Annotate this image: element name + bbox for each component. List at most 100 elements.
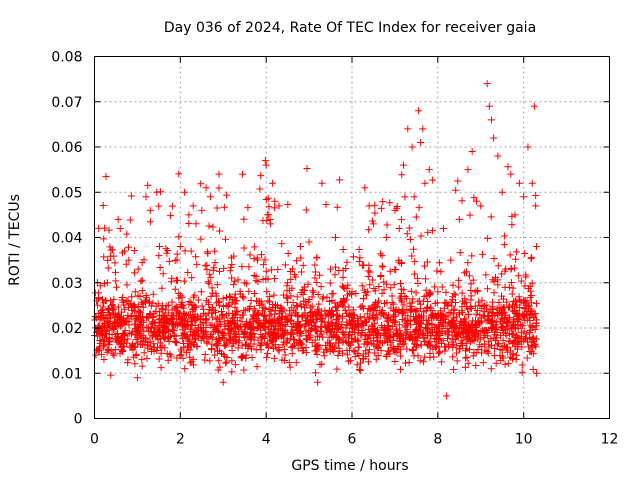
data-point bbox=[410, 270, 418, 278]
data-point bbox=[227, 263, 235, 271]
data-point bbox=[530, 338, 538, 346]
data-point bbox=[371, 209, 379, 217]
data-point bbox=[264, 275, 272, 283]
data-point bbox=[521, 282, 529, 290]
data-point bbox=[519, 313, 527, 321]
data-point bbox=[390, 300, 398, 308]
data-point bbox=[256, 342, 264, 350]
data-point bbox=[287, 343, 295, 351]
data-point bbox=[281, 261, 289, 269]
data-point bbox=[118, 296, 126, 304]
data-point bbox=[274, 317, 282, 325]
data-point bbox=[220, 330, 228, 338]
data-point bbox=[192, 220, 200, 228]
data-point bbox=[344, 281, 352, 289]
y-tick-label: 0.01 bbox=[51, 366, 82, 382]
data-point bbox=[288, 311, 296, 319]
data-point bbox=[356, 359, 364, 367]
data-point bbox=[333, 316, 341, 324]
data-point bbox=[358, 328, 366, 336]
data-point bbox=[351, 317, 359, 325]
data-point bbox=[522, 271, 530, 279]
data-point bbox=[200, 334, 208, 342]
data-point bbox=[104, 256, 112, 264]
data-point bbox=[234, 344, 242, 352]
data-point bbox=[331, 271, 339, 279]
data-point bbox=[309, 287, 317, 295]
data-point bbox=[167, 278, 175, 286]
data-point bbox=[361, 184, 369, 192]
data-point bbox=[131, 304, 139, 312]
data-point bbox=[514, 334, 522, 342]
data-point bbox=[245, 287, 253, 295]
data-point bbox=[360, 322, 368, 330]
data-point bbox=[515, 316, 523, 324]
data-point bbox=[250, 326, 258, 334]
data-point bbox=[126, 300, 134, 308]
data-point bbox=[532, 192, 540, 200]
data-point bbox=[112, 277, 120, 285]
data-point bbox=[505, 302, 513, 310]
data-point bbox=[129, 340, 137, 348]
data-point bbox=[271, 310, 279, 318]
data-point bbox=[141, 297, 149, 305]
data-point bbox=[124, 311, 132, 319]
data-point bbox=[494, 281, 502, 289]
data-point bbox=[483, 80, 491, 88]
data-point bbox=[497, 357, 505, 365]
data-point bbox=[206, 193, 214, 201]
data-point bbox=[136, 315, 144, 323]
data-point bbox=[109, 301, 117, 309]
data-point bbox=[219, 295, 227, 303]
data-point bbox=[407, 305, 415, 313]
data-point bbox=[382, 334, 390, 342]
data-point bbox=[485, 338, 493, 346]
data-point bbox=[313, 253, 321, 261]
data-point bbox=[477, 202, 485, 210]
data-point bbox=[518, 368, 526, 376]
data-point bbox=[288, 284, 296, 292]
data-point bbox=[472, 310, 480, 318]
data-point bbox=[244, 305, 252, 313]
data-point bbox=[352, 290, 360, 298]
data-point bbox=[294, 318, 302, 326]
data-point bbox=[483, 301, 491, 309]
data-point bbox=[336, 176, 344, 184]
data-point bbox=[445, 308, 453, 316]
data-point bbox=[166, 332, 174, 340]
data-point bbox=[173, 256, 181, 264]
data-point bbox=[482, 271, 490, 279]
data-point bbox=[490, 255, 498, 263]
data-point bbox=[308, 293, 316, 301]
data-point bbox=[181, 188, 189, 196]
data-point bbox=[220, 351, 228, 359]
data-point bbox=[247, 336, 255, 344]
data-point bbox=[353, 361, 361, 369]
data-point bbox=[213, 281, 221, 289]
data-point bbox=[483, 347, 491, 355]
data-point bbox=[235, 337, 243, 345]
data-point bbox=[419, 312, 427, 320]
data-point bbox=[416, 357, 424, 365]
data-point bbox=[250, 243, 258, 251]
data-point bbox=[365, 346, 373, 354]
data-point bbox=[391, 358, 399, 366]
x-tick-labels: 0 2 4 6 8 10 12 bbox=[90, 432, 618, 448]
data-point bbox=[148, 332, 156, 340]
data-point bbox=[349, 253, 357, 261]
data-point bbox=[188, 274, 196, 282]
data-point bbox=[137, 318, 145, 326]
data-point bbox=[287, 316, 295, 324]
data-point bbox=[166, 212, 174, 220]
data-point bbox=[205, 222, 213, 230]
data-point bbox=[251, 307, 259, 315]
data-point bbox=[197, 288, 205, 296]
data-point bbox=[187, 247, 195, 255]
data-point bbox=[156, 264, 164, 272]
data-point bbox=[509, 322, 517, 330]
data-point bbox=[291, 341, 299, 349]
data-point bbox=[179, 322, 187, 330]
data-point bbox=[205, 301, 213, 309]
data-point bbox=[163, 249, 171, 257]
data-point bbox=[533, 369, 541, 377]
